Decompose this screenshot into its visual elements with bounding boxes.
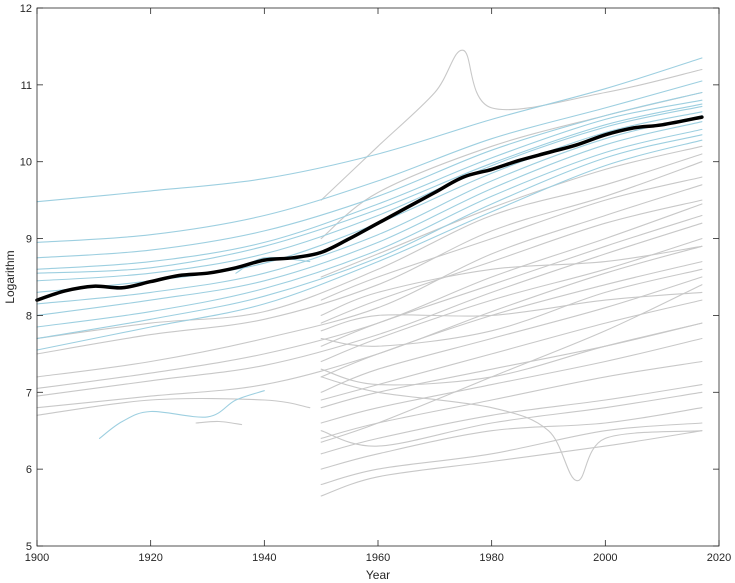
x-tick-label: 1920 [138,552,162,564]
x-tick-label: 1940 [252,552,276,564]
blue-series-line-3 [36,91,703,259]
gray-series-line-14 [320,214,703,347]
gray-series-line-25 [320,430,703,497]
y-tick-label: 5 [26,541,32,553]
mean-series-group [35,115,704,302]
gray-series-line-28 [320,268,703,347]
gray-series-line-9 [320,49,703,201]
gray-series-line-32 [320,291,703,332]
blue-series-line-9 [36,128,703,328]
gray-series-line-23 [320,407,703,470]
y-tick-label: 9 [26,234,32,246]
blue-series-group [36,57,703,439]
blue-series-line-4 [36,99,703,270]
x-tick-label: 2000 [593,552,617,564]
y-tick-label: 10 [20,157,32,169]
gray-series-line-24 [320,422,703,486]
gray-series-line-7 [36,397,311,416]
gray-series-line-27 [320,245,703,316]
mean-series-line-1 [35,115,704,302]
blue-series-line-5 [36,105,703,282]
gray-series-line-26 [320,376,703,482]
blue-series-line-7 [36,115,703,305]
gray-series-line-13 [320,199,703,324]
y-axis: 5 6 7 8 9 10 11 12 [20,3,719,553]
x-tick-label: 1980 [479,552,503,564]
gray-series-line-20 [320,337,703,424]
gray-series-line-3 [36,184,703,378]
gray-series-group [36,49,703,497]
blue-series-line-10 [36,134,703,340]
x-axis-label: Year [366,568,390,582]
blue-series-line-12 [36,103,703,274]
x-tick-label: 1900 [25,552,49,564]
blue-series-line-11 [36,139,703,351]
y-tick-label: 8 [26,310,32,322]
gray-series-line-11 [320,145,703,278]
gray-series-line-15 [320,238,703,363]
gray-series-line-5 [36,222,703,397]
gray-series-line-30 [320,391,703,447]
gray-series-line-2 [36,161,703,355]
x-tick-label: 1960 [366,552,390,564]
x-axis: 1900 1920 1940 1960 1980 2000 2020 [25,8,731,564]
y-tick-label: 11 [21,80,32,92]
y-tick-label: 6 [26,464,32,476]
gray-series-line-22 [320,384,703,455]
gray-series-line-12 [320,176,703,301]
gray-series-line-8 [195,420,243,426]
gray-series-line-31 [320,284,703,443]
blue-series-line-1 [36,57,703,203]
gray-series-line-21 [320,360,703,439]
x-tick-label: 2020 [707,552,731,564]
blue-series-line-2 [36,80,703,243]
y-tick-label: 12 [20,3,32,15]
blue-series-line-13 [98,390,265,439]
blue-series-line-14 [235,256,311,274]
y-axis-label: Logarithm [3,250,17,303]
gray-series-line-17 [320,276,703,393]
gray-series-line-1 [36,153,703,340]
blue-series-line-8 [36,121,703,316]
y-tick-label: 7 [26,387,32,399]
